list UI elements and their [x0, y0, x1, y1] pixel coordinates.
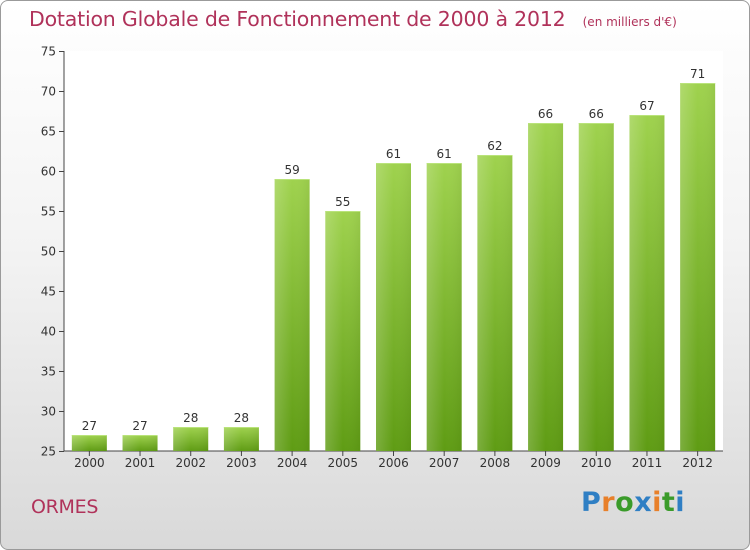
y-tick-label: 25	[41, 445, 56, 459]
bar-shine	[528, 123, 564, 451]
proxiti-logo[interactable]: Proxiti	[581, 487, 685, 518]
bar-shine	[426, 163, 462, 451]
x-tick-label: 2008	[480, 456, 511, 470]
x-tick-label: 2001	[125, 456, 156, 470]
bar-value-label: 62	[487, 139, 502, 153]
bar-shine	[173, 427, 209, 451]
y-tick-label: 45	[41, 285, 56, 299]
brand-letter: i	[675, 487, 686, 518]
y-tick-label: 60	[41, 165, 56, 179]
bar-value-label: 28	[234, 411, 249, 425]
x-tick-label: 2011	[632, 456, 663, 470]
bar-value-label: 66	[538, 107, 553, 121]
bar-value-label: 71	[690, 67, 705, 81]
y-tick-label: 30	[41, 405, 56, 419]
x-tick-label: 2009	[530, 456, 561, 470]
y-tick-label: 70	[41, 85, 56, 99]
y-tick-label: 65	[41, 125, 56, 139]
x-tick-label: 2010	[581, 456, 612, 470]
bar-value-label: 61	[386, 147, 401, 161]
x-tick-label: 2002	[175, 456, 206, 470]
y-tick-label: 55	[41, 205, 56, 219]
bar-shine	[122, 435, 158, 451]
x-tick-label: 2005	[328, 456, 359, 470]
bar-value-label: 67	[639, 99, 654, 113]
bar-shine	[325, 211, 361, 451]
bar-shine	[274, 179, 310, 451]
bar-value-label: 59	[284, 163, 299, 177]
brand-letter: r	[601, 487, 616, 518]
x-tick-label: 2007	[429, 456, 460, 470]
brand-letter: i	[652, 487, 662, 518]
bar-shine	[376, 163, 411, 451]
chart-title-row: Dotation Globale de Fonctionnement de 20…	[29, 7, 677, 31]
y-tick-label: 40	[41, 325, 56, 339]
y-tick-label: 75	[41, 45, 56, 59]
x-tick-label: 2003	[226, 456, 257, 470]
x-tick-label: 2000	[74, 456, 105, 470]
bar-value-label: 27	[82, 419, 97, 433]
bar-shine	[223, 427, 259, 451]
x-tick-label: 2004	[277, 456, 308, 470]
brand-letter: o	[615, 487, 635, 518]
bar-value-label: 66	[589, 107, 604, 121]
commune-name: ORMES	[31, 496, 99, 518]
x-tick-label: 2012	[682, 456, 713, 470]
bar-value-label: 55	[335, 195, 350, 209]
bar-value-label: 61	[437, 147, 452, 161]
bar-shine	[578, 123, 614, 451]
bar-value-label: 28	[183, 411, 198, 425]
bar-shine	[71, 435, 107, 451]
y-tick-label: 35	[41, 365, 56, 379]
brand-letter: P	[581, 487, 602, 518]
bar-shine	[629, 115, 665, 451]
bar-shine	[477, 155, 513, 451]
chart-title: Dotation Globale de Fonctionnement de 20…	[29, 7, 566, 31]
x-tick-label: 2006	[378, 456, 409, 470]
bar-value-label: 27	[132, 419, 147, 433]
brand-letter: x	[634, 487, 653, 518]
bar-shine	[680, 83, 716, 451]
y-tick-label: 50	[41, 245, 56, 259]
brand-letter: t	[661, 487, 676, 518]
chart-unit-label: (en milliers d'€)	[582, 15, 677, 29]
